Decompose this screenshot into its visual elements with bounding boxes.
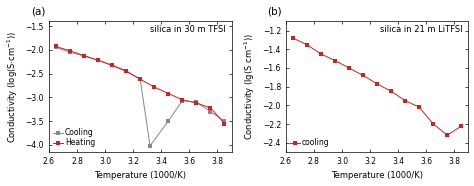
cooling (374, 83, 380, 85)
Heating (67, 50, 73, 52)
Cooling (67, 51, 73, 53)
cooling (402, 100, 408, 102)
Y-axis label: Conductivity (log(S$\cdot$cm$^{-1}$)): Conductivity (log(S$\cdot$cm$^{-1}$)) (6, 31, 20, 143)
Cooling (165, 120, 171, 122)
Line: Heating: Heating (54, 44, 227, 125)
X-axis label: Temperature (1000/K): Temperature (1000/K) (331, 171, 423, 180)
Cooling (222, 120, 228, 122)
Cooling (123, 70, 129, 72)
Cooling (109, 64, 115, 66)
Heating (193, 102, 199, 104)
cooling (445, 134, 450, 136)
Text: (a): (a) (31, 6, 45, 16)
cooling (332, 59, 338, 62)
Heating (208, 107, 213, 109)
Legend: Cooling, Heating: Cooling, Heating (53, 128, 96, 148)
Cooling (137, 78, 143, 80)
cooling (304, 44, 310, 46)
Cooling (81, 55, 87, 57)
cooling (318, 53, 324, 55)
Cooling (193, 101, 199, 103)
cooling (346, 67, 352, 69)
Heating (137, 78, 143, 80)
Heating (222, 122, 228, 125)
Heating (81, 54, 87, 57)
Heating (95, 59, 101, 61)
Text: silica in 30 m TFSI: silica in 30 m TFSI (150, 25, 226, 34)
Legend: cooling: cooling (290, 138, 330, 148)
Heating (180, 99, 185, 101)
Cooling (95, 59, 101, 61)
Y-axis label: Conductivity (lg(S cm$^{-1}$)): Conductivity (lg(S cm$^{-1}$)) (243, 33, 257, 140)
Cooling (180, 100, 185, 102)
cooling (388, 90, 394, 92)
Heating (165, 92, 171, 95)
Heating (109, 64, 115, 67)
Text: (b): (b) (267, 6, 282, 16)
Text: silica in 21 m LiTFSI: silica in 21 m LiTFSI (380, 25, 463, 34)
Cooling (208, 110, 213, 113)
X-axis label: Temperature (1000/K): Temperature (1000/K) (94, 171, 186, 180)
Heating (151, 86, 157, 88)
cooling (360, 74, 366, 77)
Cooling (53, 46, 59, 49)
Line: cooling: cooling (291, 36, 464, 137)
Heating (53, 45, 59, 48)
cooling (458, 125, 464, 127)
Line: Cooling: Cooling (54, 46, 227, 148)
Cooling (147, 145, 153, 147)
cooling (417, 106, 422, 108)
Heating (123, 70, 129, 72)
cooling (290, 37, 296, 39)
cooling (430, 123, 436, 125)
